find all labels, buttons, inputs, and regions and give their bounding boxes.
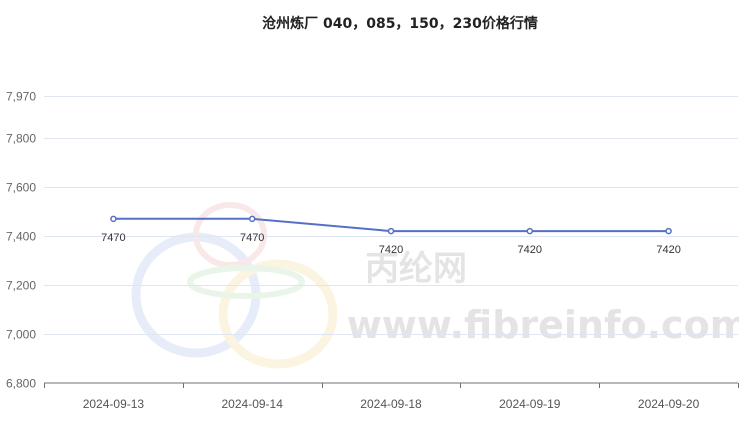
x-tick-label: 2024-09-18 [360,397,422,411]
y-tick-label: 7,600 [6,181,36,195]
x-axis: 2024-09-13 2024-09-14 2024-09-18 2024-09-19… [44,382,739,411]
chart-title: 沧州炼厂 040，085，150，230价格行情 [262,15,538,32]
grid-lines [44,96,738,335]
data-point [526,227,534,235]
x-tick-label: 2024-09-19 [499,397,561,411]
series-line-group [110,215,672,235]
data-label: 7420 [518,244,542,256]
watermark-logo [131,202,338,369]
watermark-ring-red [193,202,267,268]
y-tick-label: 7,200 [6,279,36,293]
y-axis: 6,800 7,000 7,200 7,400 7,600 7,800 7,970 [6,90,36,391]
x-tick-label: 2024-09-14 [222,397,284,411]
data-label: 7470 [240,232,264,244]
data-point [665,227,672,235]
watermark-cn-text: 丙纶网 [365,249,467,289]
y-tick-label: 7,000 [6,328,36,342]
data-point [248,215,256,223]
y-tick-label: 7,970 [6,90,36,104]
data-label: 7420 [379,244,403,256]
y-tick-label: 7,800 [6,132,36,146]
x-tick-label: 2024-09-20 [638,397,700,411]
y-tick-label: 7,400 [6,230,36,244]
watermark-url-text: www.fibreinfo.com [347,303,739,347]
data-label: 7420 [656,244,680,256]
watermark-ring-green [187,265,305,299]
data-labels: 7470 7470 7420 7420 7420 [101,232,681,256]
data-point [110,215,117,223]
data-point [387,227,395,235]
x-tick-label: 2024-09-13 [83,397,145,411]
data-label: 7470 [101,232,125,244]
y-tick-label: 6,800 [6,377,36,391]
watermark-ring-yellow [218,259,338,369]
